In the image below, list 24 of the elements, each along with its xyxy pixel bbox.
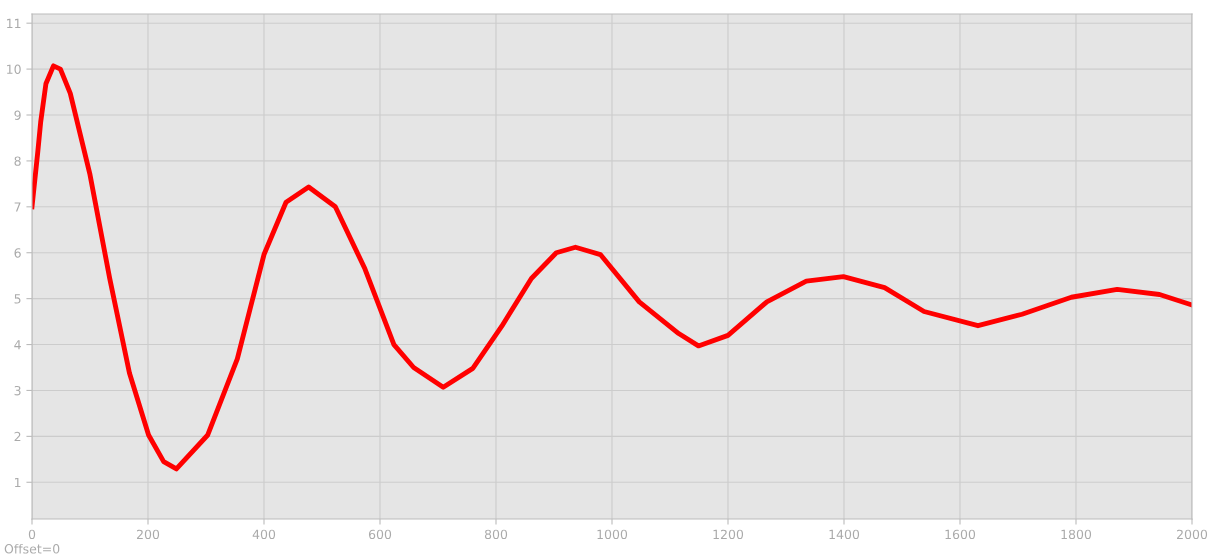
y-tick-label: 10 bbox=[7, 64, 21, 75]
y-tick-label: 6 bbox=[14, 248, 21, 258]
y-tick-label: 11 bbox=[7, 18, 21, 28]
y-tick-label: 4 bbox=[14, 340, 21, 350]
y-tick-label: 8 bbox=[14, 156, 21, 166]
x-tick-label: 600 bbox=[368, 529, 392, 540]
text: Offset=0 bbox=[4, 543, 60, 554]
x-tick-label: 800 bbox=[484, 529, 508, 540]
x-tick-label: 1800 bbox=[1061, 529, 1092, 540]
x-tick-label: 1600 bbox=[945, 529, 976, 540]
y-tick-label: 9 bbox=[14, 110, 21, 120]
y-tick-label: 7 bbox=[14, 202, 21, 212]
y-tick-label: 1 bbox=[15, 477, 21, 488]
x-tick-label: 1400 bbox=[829, 529, 860, 540]
x-tick-label: 200 bbox=[136, 529, 160, 540]
x-tick-label: 0 bbox=[28, 529, 36, 540]
x-tick-label: 2000 bbox=[1177, 529, 1208, 540]
y-tick-label: 3 bbox=[14, 385, 21, 396]
y-tick-label: 2 bbox=[14, 431, 21, 442]
line-series bbox=[32, 63, 1192, 472]
x-tick-label: 1200 bbox=[713, 529, 744, 540]
y-tick-label: 5 bbox=[14, 294, 21, 304]
x-tick-label: 400 bbox=[252, 529, 276, 540]
x-tick-label: 1000 bbox=[597, 529, 628, 540]
